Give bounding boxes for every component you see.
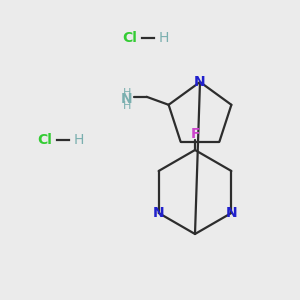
- Text: Cl: Cl: [38, 133, 52, 147]
- Text: Cl: Cl: [123, 31, 137, 45]
- Text: F: F: [190, 127, 200, 141]
- Text: H: H: [74, 133, 84, 147]
- Text: H: H: [159, 31, 169, 45]
- Text: H: H: [122, 101, 131, 111]
- Text: N: N: [121, 92, 132, 106]
- Text: N: N: [194, 75, 206, 89]
- Text: H: H: [122, 88, 131, 98]
- Text: N: N: [153, 206, 164, 220]
- Text: N: N: [226, 206, 237, 220]
